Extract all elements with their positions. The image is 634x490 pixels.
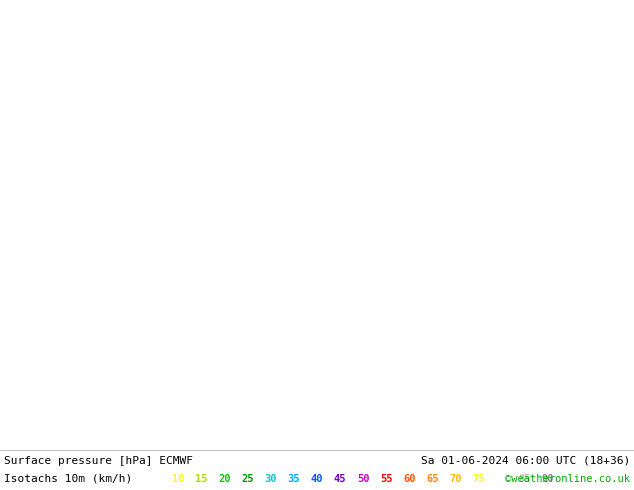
Text: Surface pressure [hPa] ECMWF: Surface pressure [hPa] ECMWF	[4, 456, 193, 466]
Text: 15: 15	[195, 474, 207, 484]
Text: 30: 30	[264, 474, 277, 484]
Text: 65: 65	[426, 474, 439, 484]
Text: Isotachs 10m (km/h): Isotachs 10m (km/h)	[4, 474, 133, 484]
Text: 90: 90	[541, 474, 554, 484]
Text: 20: 20	[218, 474, 231, 484]
Text: 45: 45	[333, 474, 346, 484]
Text: 25: 25	[241, 474, 254, 484]
Text: 40: 40	[311, 474, 323, 484]
Text: 60: 60	[403, 474, 415, 484]
Text: 85: 85	[519, 474, 531, 484]
Text: 80: 80	[496, 474, 508, 484]
Text: 55: 55	[380, 474, 392, 484]
Text: 35: 35	[287, 474, 300, 484]
Text: Sa 01-06-2024 06:00 UTC (18+36): Sa 01-06-2024 06:00 UTC (18+36)	[421, 456, 630, 466]
Text: ©weatheronline.co.uk: ©weatheronline.co.uk	[505, 474, 630, 484]
Text: 70: 70	[450, 474, 462, 484]
Text: 50: 50	[357, 474, 369, 484]
Text: 75: 75	[472, 474, 485, 484]
Text: 10: 10	[172, 474, 184, 484]
